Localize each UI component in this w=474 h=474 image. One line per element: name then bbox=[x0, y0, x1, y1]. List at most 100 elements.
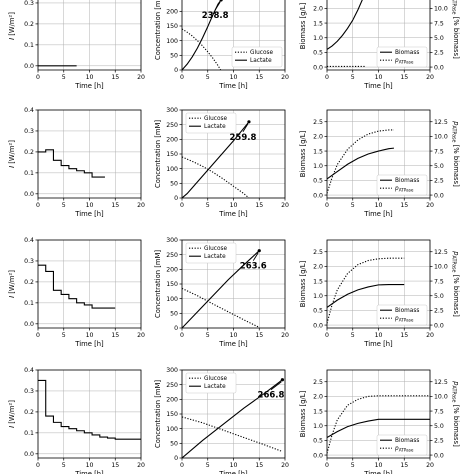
legend-label: Glucose bbox=[204, 376, 228, 382]
y2-axis-label: pATPase [% biomass] bbox=[450, 250, 460, 317]
y-tick-label: 200 bbox=[166, 397, 178, 404]
y-tick-label: 0.1 bbox=[24, 430, 34, 437]
x-tick-label: 5 bbox=[62, 462, 66, 469]
y-tick-label: 250 bbox=[166, 122, 178, 129]
x-tick-label: 0 bbox=[325, 202, 329, 209]
y-tick-label: 0.3 bbox=[24, 388, 34, 395]
legend-label: Biomass bbox=[395, 438, 419, 444]
y-axis-label: I [W/m²] bbox=[8, 270, 16, 298]
panel-bio-3: 0 5 10 15 200.00.51.01.52.02.50.02.55.07.510… bbox=[299, 239, 460, 348]
x-tick-label: 20 bbox=[281, 332, 289, 339]
x-tick-label: 0 bbox=[36, 462, 40, 469]
y-tick-label: 50 bbox=[170, 181, 178, 188]
y2-tick-label: 2.5 bbox=[434, 308, 444, 315]
y-tick-label: 2.5 bbox=[313, 249, 323, 256]
annotation-label: 238.8 bbox=[202, 11, 229, 21]
legend-label: Glucose bbox=[204, 116, 228, 122]
y-axis-label: I [W/m²] bbox=[8, 400, 16, 428]
x-tick-label: 15 bbox=[400, 462, 408, 469]
x-tick-label: 20 bbox=[137, 202, 145, 209]
y2-tick-label: 7.5 bbox=[434, 20, 444, 27]
annotation-arrow bbox=[252, 252, 259, 261]
x-tick-label: 10 bbox=[375, 332, 383, 339]
x-tick-label: 15 bbox=[255, 202, 263, 209]
y2-axis-label-sub: ATPase bbox=[450, 386, 456, 403]
y-tick-label: 0.5 bbox=[313, 438, 323, 445]
series-line-glucose bbox=[182, 287, 260, 328]
y-tick-label: 0.2 bbox=[24, 149, 34, 156]
legend: Glucose Lactate bbox=[185, 372, 237, 394]
y2-tick-label: 2.5 bbox=[434, 438, 444, 445]
y-tick-label: 1.0 bbox=[313, 423, 323, 430]
x-axis-label: Time [h] bbox=[363, 82, 393, 90]
y-axis-label: I [W/m²] bbox=[8, 140, 16, 168]
y2-tick-label: 0.0 bbox=[434, 452, 444, 459]
y-axis-label: Biomass [g/L] bbox=[299, 260, 307, 307]
x-tick-label: 5 bbox=[351, 74, 355, 81]
y-tick-label: 0.2 bbox=[24, 21, 34, 28]
x-tick-label: 15 bbox=[255, 74, 263, 81]
y2-tick-label: 0.0 bbox=[434, 64, 444, 71]
y2-axis-label: pATPase [% biomass] bbox=[450, 120, 460, 187]
y2-tick-label: 12.5 bbox=[434, 379, 448, 386]
y-tick-label: 1.0 bbox=[313, 163, 323, 170]
y2-axis-label: pATPase [% biomass] bbox=[450, 0, 460, 59]
x-axis-label: Time [h] bbox=[218, 470, 248, 474]
y-axis-label: Biomass [g/L] bbox=[299, 130, 307, 177]
y-tick-label: 100 bbox=[166, 296, 178, 303]
y-tick-label: 0 bbox=[174, 195, 178, 202]
x-tick-label: 20 bbox=[426, 202, 434, 209]
y-tick-label: 0.5 bbox=[313, 308, 323, 315]
x-tick-label: 0 bbox=[180, 462, 184, 469]
legend: Glucose Lactate bbox=[185, 112, 237, 134]
annotation-label: 259.8 bbox=[230, 133, 257, 143]
y-tick-label: 1.5 bbox=[313, 20, 323, 27]
x-tick-label: 5 bbox=[206, 202, 210, 209]
y-tick-label: 0.2 bbox=[24, 409, 34, 416]
x-axis-label: Time [h] bbox=[218, 210, 248, 218]
x-tick-label: 0 bbox=[325, 74, 329, 81]
y-axis-label-main: I bbox=[8, 296, 16, 298]
series-line-patpase bbox=[327, 395, 430, 454]
y-tick-label: 50 bbox=[170, 53, 178, 60]
annotation-arrow bbox=[242, 123, 249, 133]
legend-label-sub: ATPase bbox=[399, 447, 414, 452]
x-tick-label: 0 bbox=[180, 74, 184, 81]
y-axis-label: Concentration [mM] bbox=[154, 120, 162, 188]
y2-tick-label: 10.0 bbox=[434, 6, 448, 13]
y-axis-label: Concentration [mM] bbox=[154, 0, 162, 60]
y-tick-label: 0.3 bbox=[24, 128, 34, 135]
legend-label-main: p bbox=[394, 446, 399, 452]
y2-axis-label-unit: [% biomass] bbox=[452, 272, 460, 317]
x-axis-label: Time [h] bbox=[218, 82, 248, 90]
y-tick-label: 0.3 bbox=[24, 0, 34, 7]
x-tick-label: 10 bbox=[230, 74, 238, 81]
legend-label: Lactate bbox=[250, 58, 272, 64]
y-tick-label: 0.4 bbox=[24, 367, 34, 374]
x-tick-label: 5 bbox=[351, 202, 355, 209]
x-tick-label: 0 bbox=[36, 74, 40, 81]
annotation-arrow bbox=[270, 381, 282, 391]
y-tick-label: 0.0 bbox=[24, 63, 34, 70]
y-tick-label: 200 bbox=[166, 137, 178, 144]
y2-tick-label: 10.0 bbox=[434, 264, 448, 271]
y-tick-label: 150 bbox=[166, 151, 178, 158]
y-tick-label: 0.0 bbox=[313, 322, 323, 329]
y2-tick-label: 7.5 bbox=[434, 148, 444, 155]
series-line-biomass bbox=[327, 418, 430, 438]
y2-axis-label-unit: [% biomass] bbox=[452, 142, 460, 187]
y-tick-label: 100 bbox=[166, 38, 178, 45]
x-tick-label: 15 bbox=[400, 202, 408, 209]
x-tick-label: 10 bbox=[230, 462, 238, 469]
y-tick-label: 2.5 bbox=[313, 379, 323, 386]
y-tick-label: 0.0 bbox=[24, 321, 34, 328]
series-line-intensity bbox=[38, 149, 105, 178]
y-tick-label: 0 bbox=[174, 325, 178, 332]
y-axis-label-main: I bbox=[8, 166, 16, 168]
legend: Biomass pATPase bbox=[376, 434, 428, 456]
x-tick-label: 20 bbox=[137, 74, 145, 81]
legend-label: Lactate bbox=[204, 384, 226, 390]
